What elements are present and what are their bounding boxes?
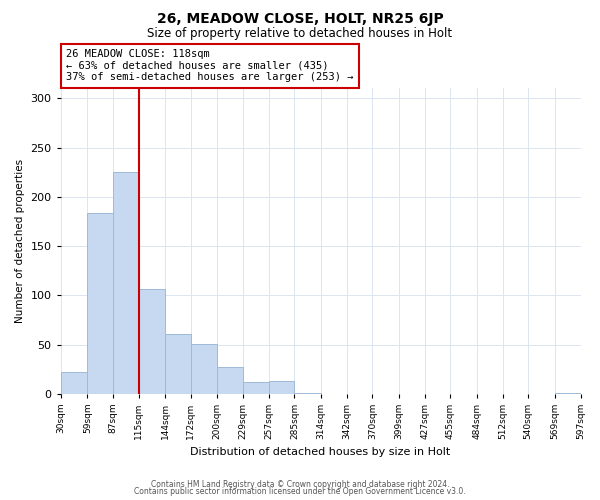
Bar xyxy=(243,382,269,394)
Y-axis label: Number of detached properties: Number of detached properties xyxy=(15,159,25,323)
Text: Size of property relative to detached houses in Holt: Size of property relative to detached ho… xyxy=(148,28,452,40)
Bar xyxy=(295,393,321,394)
Text: Contains public sector information licensed under the Open Government Licence v3: Contains public sector information licen… xyxy=(134,487,466,496)
Bar xyxy=(61,372,87,394)
Bar xyxy=(191,344,217,394)
X-axis label: Distribution of detached houses by size in Holt: Distribution of detached houses by size … xyxy=(190,448,451,458)
Bar xyxy=(269,381,295,394)
Bar xyxy=(217,367,243,394)
Bar xyxy=(113,172,139,394)
Bar xyxy=(555,393,581,394)
Text: 26 MEADOW CLOSE: 118sqm
← 63% of detached houses are smaller (435)
37% of semi-d: 26 MEADOW CLOSE: 118sqm ← 63% of detache… xyxy=(66,49,353,82)
Bar xyxy=(139,290,165,394)
Bar xyxy=(165,334,191,394)
Text: Contains HM Land Registry data © Crown copyright and database right 2024.: Contains HM Land Registry data © Crown c… xyxy=(151,480,449,489)
Text: 26, MEADOW CLOSE, HOLT, NR25 6JP: 26, MEADOW CLOSE, HOLT, NR25 6JP xyxy=(157,12,443,26)
Bar xyxy=(87,212,113,394)
